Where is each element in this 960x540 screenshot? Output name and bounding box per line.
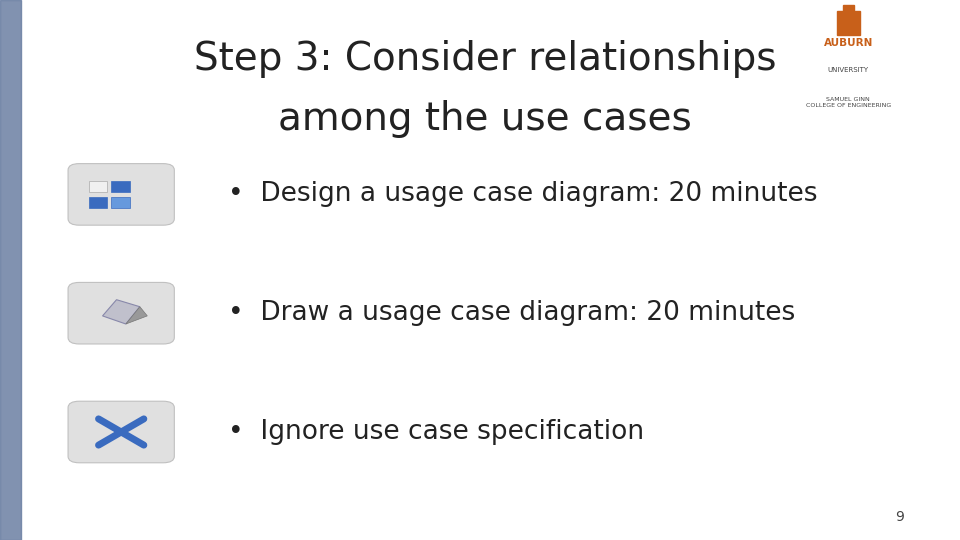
FancyBboxPatch shape — [68, 401, 175, 463]
Bar — [837, 11, 859, 35]
Text: •  Ignore use case specification: • Ignore use case specification — [228, 419, 644, 445]
Polygon shape — [126, 307, 147, 324]
Text: •  Draw a usage case diagram: 20 minutes: • Draw a usage case diagram: 20 minutes — [228, 300, 796, 326]
Text: among the use cases: among the use cases — [277, 100, 691, 138]
Text: UNIVERSITY: UNIVERSITY — [828, 67, 869, 73]
FancyBboxPatch shape — [68, 282, 175, 344]
Bar — [88, 197, 107, 207]
Bar — [0, 0, 20, 540]
Text: Step 3: Consider relationships: Step 3: Consider relationships — [194, 40, 776, 78]
Bar — [111, 181, 130, 192]
Text: SAMUEL GINN
COLLEGE OF ENGINEERING: SAMUEL GINN COLLEGE OF ENGINEERING — [805, 97, 891, 108]
Text: AUBURN: AUBURN — [824, 38, 873, 48]
Bar — [111, 197, 130, 207]
Text: •  Design a usage case diagram: 20 minutes: • Design a usage case diagram: 20 minute… — [228, 181, 818, 207]
Bar — [843, 5, 853, 12]
Bar — [88, 181, 107, 192]
FancyBboxPatch shape — [68, 164, 175, 225]
Polygon shape — [103, 300, 140, 324]
Text: 9: 9 — [896, 510, 904, 524]
